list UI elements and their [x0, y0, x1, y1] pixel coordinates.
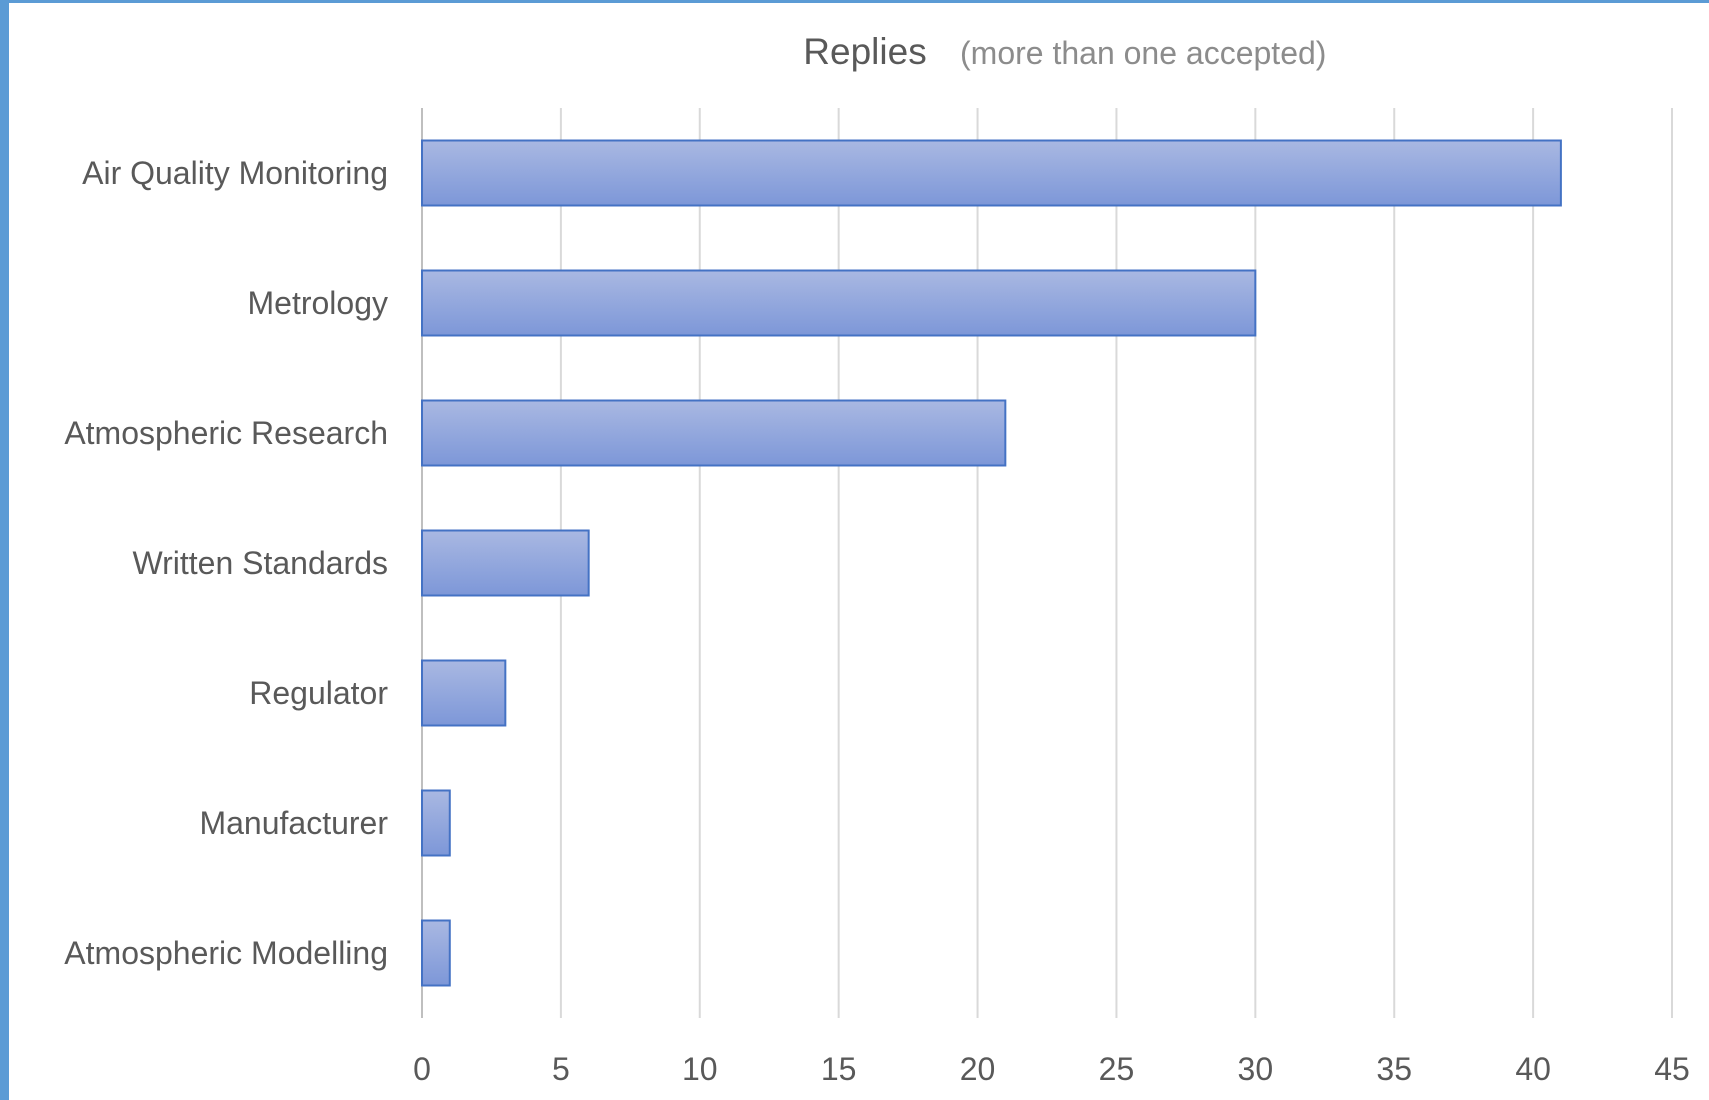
category-labels: Air Quality Monitoring Metrology Atmospher…: [64, 155, 388, 971]
x-tick-label: 35: [1376, 1051, 1412, 1087]
category-label: Regulator: [249, 675, 388, 711]
bar: [421, 919, 451, 987]
chart-subtitle: (more than one accepted): [960, 35, 1326, 71]
x-tick-label: 5: [552, 1051, 570, 1087]
category-label: Atmospheric Modelling: [64, 935, 388, 971]
bar: [421, 139, 1562, 207]
category-label: Written Standards: [132, 545, 388, 581]
x-tick-label: 40: [1515, 1051, 1551, 1087]
x-tick-label: 30: [1238, 1051, 1274, 1087]
category-label: Air Quality Monitoring: [82, 155, 388, 191]
bars: [421, 139, 1562, 987]
category-label: Atmospheric Research: [64, 415, 388, 451]
bar: [421, 659, 507, 727]
gridlines: [421, 108, 1673, 1018]
chart-title: Replies: [803, 31, 926, 72]
x-tick-label: 45: [1654, 1051, 1690, 1087]
x-tick-label: 0: [413, 1051, 431, 1087]
bar: [421, 789, 451, 857]
bar: [421, 399, 1007, 467]
x-tick-label: 20: [960, 1051, 996, 1087]
x-tick-label: 25: [1099, 1051, 1135, 1087]
x-tick-labels: 0 5 10 15 20 25 30 35 40 45: [413, 1051, 1690, 1087]
x-tick-label: 15: [821, 1051, 857, 1087]
x-tick-label: 10: [682, 1051, 718, 1087]
category-label: Metrology: [248, 285, 389, 321]
bar: [421, 529, 590, 597]
category-label: Manufacturer: [199, 805, 388, 841]
bar: [421, 269, 1257, 337]
